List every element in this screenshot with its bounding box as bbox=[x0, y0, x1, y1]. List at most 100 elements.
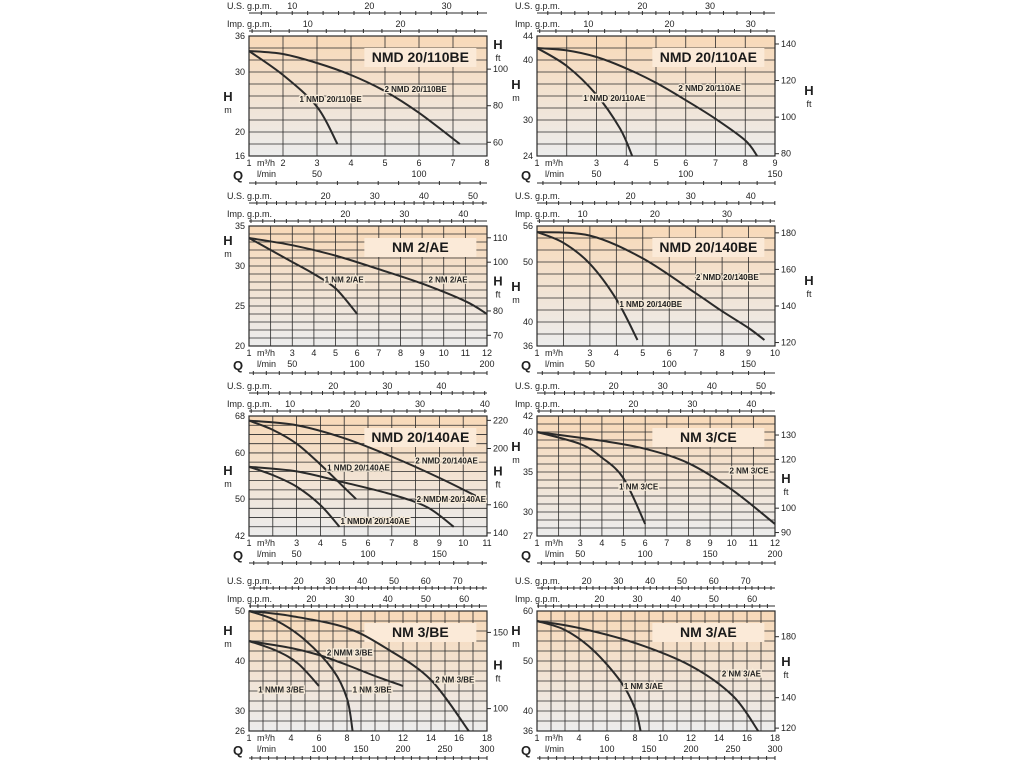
pump-curve-1 bbox=[536, 431, 647, 525]
x-tick-label: 16 bbox=[742, 733, 752, 743]
x-tick-label: 18 bbox=[770, 733, 780, 743]
x-axis-unit-m3h: m³/h bbox=[545, 538, 563, 548]
ft-tick-label: 150 bbox=[493, 627, 508, 637]
lmin-tick-label: 150 bbox=[432, 549, 447, 559]
lmin-tick-label: 150 bbox=[415, 359, 430, 369]
lmin-tick-label: 50 bbox=[292, 549, 302, 559]
x-tick-label: 7 bbox=[693, 348, 698, 358]
pump-curve-3 bbox=[248, 465, 455, 528]
imp-gpm-tick-label: 20 bbox=[665, 19, 675, 29]
ft-tick-label: 220 bbox=[493, 415, 508, 425]
curve-label: 1 NMD 20/140BE bbox=[619, 300, 682, 309]
imp-gpm-label: Imp. g.p.m. bbox=[227, 209, 272, 219]
x-tick-label: 9 bbox=[437, 538, 442, 548]
imp-gpm-tick-label: 20 bbox=[340, 209, 350, 219]
x-tick-label: 8 bbox=[344, 733, 349, 743]
x-axis-unit-m3h: m³/h bbox=[257, 158, 275, 168]
title-background bbox=[652, 238, 765, 257]
ft-tick-label: 100 bbox=[781, 503, 796, 513]
y-tick-label: 50 bbox=[523, 257, 533, 267]
curve-label: 1 NMDM 20/140AE bbox=[340, 517, 410, 526]
x-tick-label: 4 bbox=[614, 348, 619, 358]
pump-curve-2 bbox=[248, 50, 461, 145]
y-axis-unit-m: m bbox=[512, 93, 520, 103]
x-tick-label: 2 bbox=[280, 158, 285, 168]
ft-tick-label: 120 bbox=[781, 338, 796, 348]
y-tick-label: 44 bbox=[523, 31, 533, 41]
x-axis-label-q: Q bbox=[233, 168, 243, 183]
pump-curve-2 bbox=[248, 419, 483, 500]
ft-tick-label: 80 bbox=[493, 306, 503, 316]
x-tick-label: 8 bbox=[686, 538, 691, 548]
x-tick-label: 4 bbox=[318, 538, 323, 548]
ft-tick-label: 60 bbox=[493, 137, 503, 147]
lmin-tick-label: 250 bbox=[437, 744, 452, 754]
y-tick-label: 40 bbox=[523, 55, 533, 65]
x-tick-label: 5 bbox=[653, 158, 658, 168]
imp-gpm-tick-label: 50 bbox=[709, 594, 719, 604]
lmin-tick-label: 200 bbox=[767, 549, 782, 559]
curve-label: 1 NM 3/BE bbox=[353, 686, 393, 695]
imp-gpm-tick-label: 30 bbox=[345, 594, 355, 604]
ft-tick-label: 80 bbox=[781, 149, 791, 159]
ft-tick-label: 90 bbox=[781, 528, 791, 538]
y-tick-label: 24 bbox=[523, 151, 533, 161]
imp-gpm-label: Imp. g.p.m. bbox=[515, 594, 560, 604]
y-tick-label: 60 bbox=[235, 448, 245, 458]
chart-title: NMD 20/110AE bbox=[660, 49, 757, 65]
ft-tick-label: 160 bbox=[781, 264, 796, 274]
imp-gpm-tick-label: 30 bbox=[399, 209, 409, 219]
x-tick-label: 3 bbox=[294, 538, 299, 548]
us-gpm-label: U.S. g.p.m. bbox=[227, 576, 272, 586]
chart-title: NM 2/AE bbox=[392, 239, 449, 255]
title-background bbox=[364, 48, 477, 67]
x-tick-label: 3 bbox=[290, 348, 295, 358]
imp-gpm-tick-label: 20 bbox=[395, 19, 405, 29]
y2-axis-unit-ft: ft bbox=[495, 290, 501, 300]
us-gpm-tick-label: 40 bbox=[357, 576, 367, 586]
x-axis-unit-m3h: m³/h bbox=[545, 348, 563, 358]
x-axis-label-q: Q bbox=[521, 358, 531, 373]
x-axis-label-q: Q bbox=[233, 743, 243, 758]
y-tick-label: 35 bbox=[523, 467, 533, 477]
imp-gpm-label: Imp. g.p.m. bbox=[227, 594, 272, 604]
ft-tick-label: 120 bbox=[781, 76, 796, 86]
ft-tick-label: 100 bbox=[493, 257, 508, 267]
x-tick-label: 4 bbox=[576, 733, 581, 743]
x-axis-unit-lmin: l/min bbox=[257, 744, 276, 754]
y-tick-label: 30 bbox=[235, 706, 245, 716]
ft-tick-label: 130 bbox=[781, 430, 796, 440]
ft-tick-label: 100 bbox=[493, 704, 508, 714]
us-gpm-label: U.S. g.p.m. bbox=[227, 1, 272, 11]
x-tick-label: 3 bbox=[314, 158, 319, 168]
y-tick-label: 42 bbox=[235, 531, 245, 541]
x-tick-label: 7 bbox=[389, 538, 394, 548]
curve-label: 2 NM 3/BE bbox=[435, 676, 475, 685]
imp-gpm-tick-label: 20 bbox=[306, 594, 316, 604]
plot-border bbox=[536, 415, 776, 537]
y-axis-unit-m: m bbox=[512, 455, 520, 465]
y2-axis-unit-ft: ft bbox=[806, 289, 812, 299]
x-axis-unit-lmin: l/min bbox=[257, 169, 276, 179]
pump-curve-3 bbox=[248, 640, 404, 687]
us-gpm-tick-label: 30 bbox=[382, 381, 392, 391]
plot-border bbox=[248, 35, 488, 157]
imp-gpm-tick-label: 30 bbox=[687, 399, 697, 409]
lmin-tick-label: 150 bbox=[703, 549, 718, 559]
x-axis-label-q: Q bbox=[521, 168, 531, 183]
y-axis-label-h: H bbox=[223, 623, 232, 638]
imp-gpm-tick-label: 20 bbox=[350, 399, 360, 409]
pump-curve-1 bbox=[536, 231, 639, 341]
us-gpm-tick-label: 40 bbox=[746, 191, 756, 201]
chart-title: NM 3/AE bbox=[680, 624, 737, 640]
ft-tick-label: 140 bbox=[493, 528, 508, 538]
x-tick-label: 5 bbox=[621, 538, 626, 548]
pump-curve-2 bbox=[248, 237, 488, 315]
y2-axis-label-h: H bbox=[493, 37, 502, 52]
y2-axis-unit-ft: ft bbox=[806, 99, 812, 109]
us-gpm-tick-label: 40 bbox=[707, 381, 717, 391]
